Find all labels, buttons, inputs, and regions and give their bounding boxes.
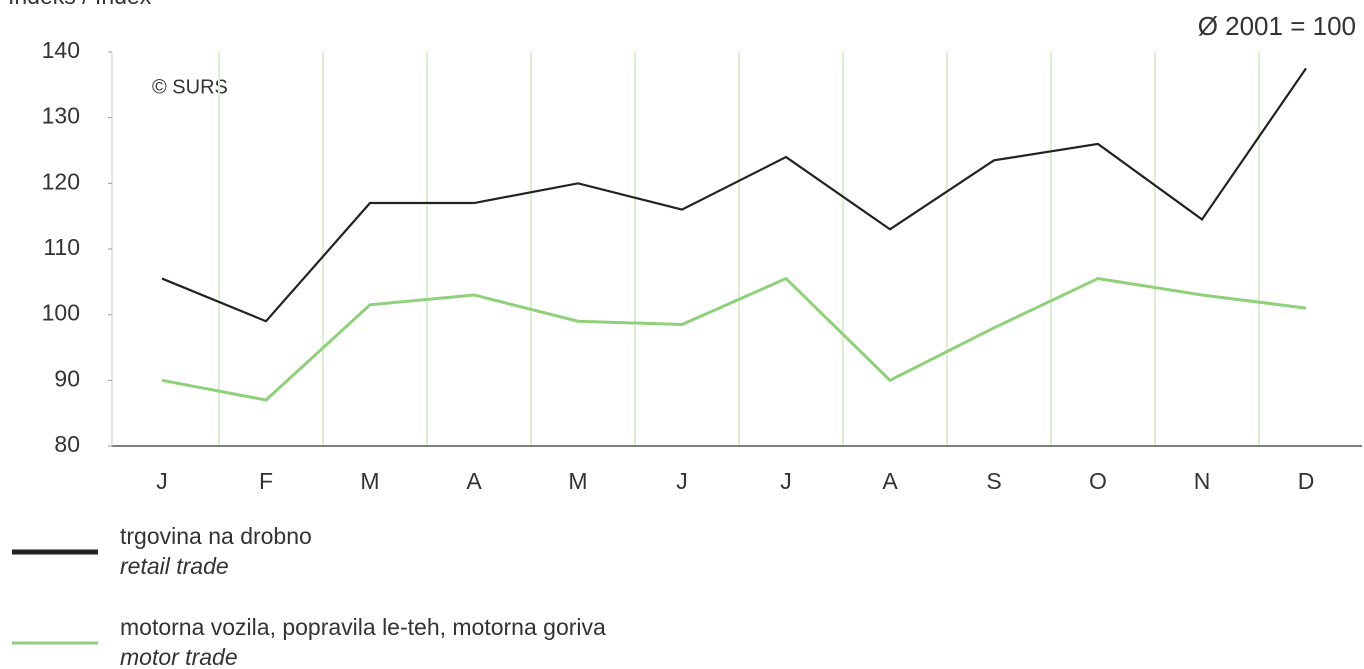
y-tick-label: 80 [54, 431, 80, 457]
y-tick-label: 110 [43, 234, 80, 260]
series-line [161, 276, 1307, 402]
legend-label: motor trade [120, 644, 238, 669]
chart-title: Indeks / Index [8, 0, 152, 9]
y-tick-label: 120 [42, 168, 80, 194]
x-tick-label: M [568, 468, 587, 494]
x-tick-label: A [882, 468, 898, 494]
y-tick-label: 140 [42, 37, 80, 63]
legend-label: trgovina na drobno [120, 523, 312, 549]
x-tick-label: S [986, 468, 1001, 494]
x-tick-label: N [1194, 468, 1211, 494]
y-tick-label: 90 [54, 365, 80, 391]
y-tick-label: 100 [42, 300, 80, 326]
series-line [161, 67, 1307, 323]
chart-subtitle: Ø 2001 = 100 [1198, 11, 1356, 41]
y-tick-label: 130 [42, 103, 80, 129]
x-tick-label: O [1089, 468, 1107, 494]
legend-label: motorna vozila, popravila le-teh, motorn… [120, 614, 606, 640]
legend-label: retail trade [120, 553, 229, 579]
x-tick-label: D [1298, 468, 1315, 494]
x-tick-label: J [676, 468, 688, 494]
x-tick-label: F [259, 468, 273, 494]
x-tick-label: J [780, 468, 792, 494]
x-tick-label: A [466, 468, 482, 494]
annotation: © SURS [152, 76, 228, 98]
x-tick-label: M [360, 468, 379, 494]
x-tick-label: J [156, 468, 168, 494]
